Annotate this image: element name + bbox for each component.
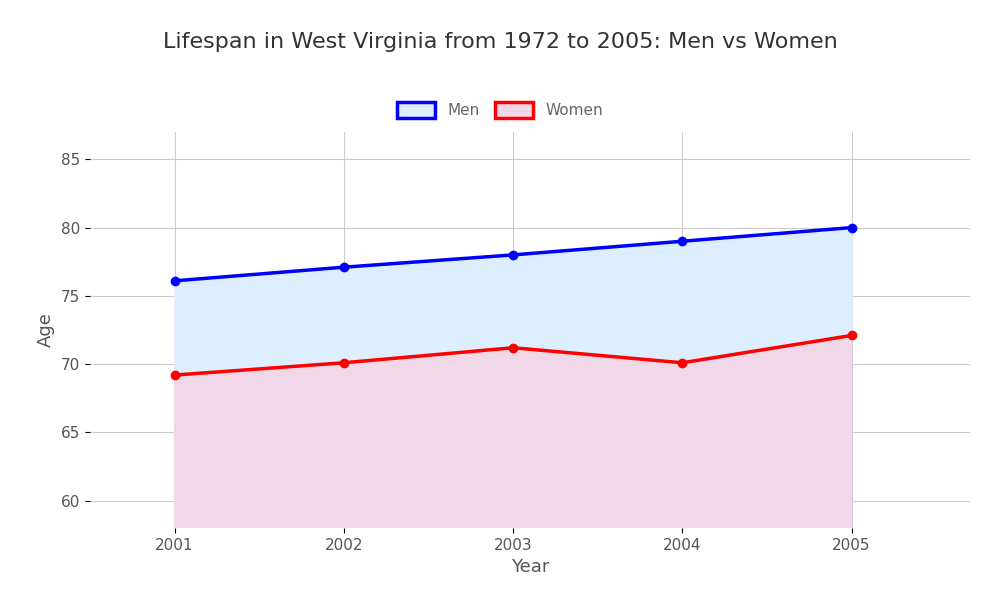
X-axis label: Year: Year xyxy=(511,558,549,576)
Text: Lifespan in West Virginia from 1972 to 2005: Men vs Women: Lifespan in West Virginia from 1972 to 2… xyxy=(163,32,837,52)
Y-axis label: Age: Age xyxy=(37,313,55,347)
Legend: Men, Women: Men, Women xyxy=(389,95,611,126)
